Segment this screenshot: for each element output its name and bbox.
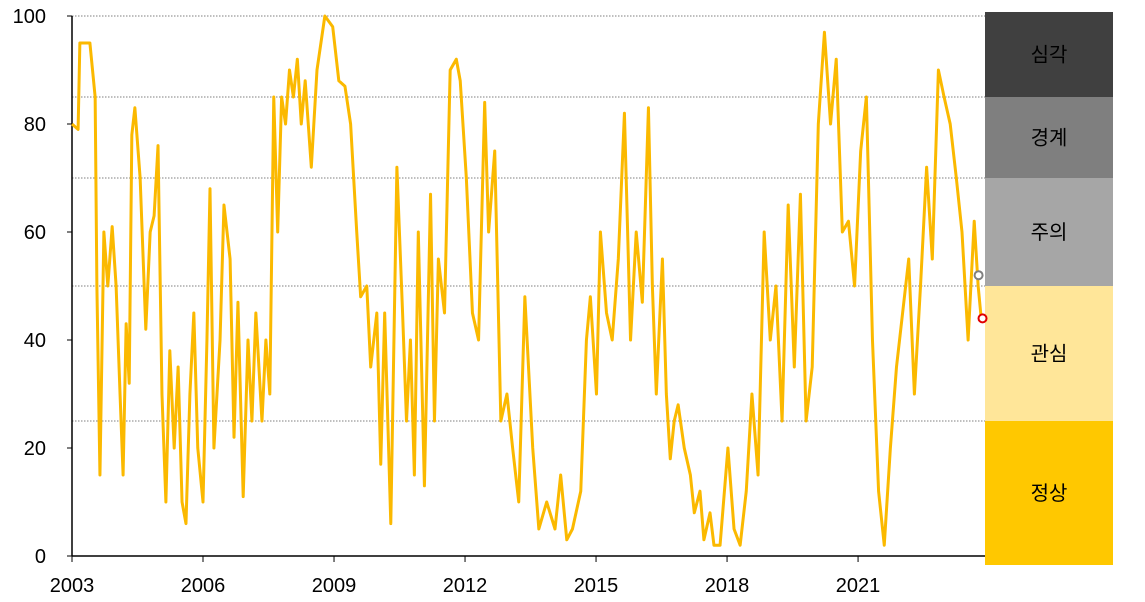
series-line (71, 14, 983, 547)
x-tick-label: 2003 (50, 575, 95, 597)
y-tick-label: 0 (35, 546, 46, 568)
zone-box (985, 178, 1113, 286)
zone-label: 관심 (1031, 343, 1068, 366)
y-tick-label: 80 (24, 114, 46, 136)
x-tick-label: 2012 (443, 575, 488, 597)
x-tick-label: 2006 (181, 575, 226, 597)
x-tick-label: 2018 (705, 575, 750, 597)
x-tick-label: 2009 (312, 575, 357, 597)
zone-label: 정상 (1031, 482, 1068, 505)
zone-box (985, 97, 1113, 178)
y-tick-label: 40 (24, 330, 46, 352)
y-tick-label: 100 (13, 6, 46, 28)
zone-box (985, 286, 1113, 421)
y-tick-label: 20 (24, 438, 46, 460)
x-tick-label: 2021 (836, 575, 881, 597)
end-marker (973, 270, 984, 281)
zone-label: 경계 (1031, 127, 1068, 150)
end-marker (977, 313, 988, 324)
y-tick-label: 60 (24, 222, 46, 244)
zone-box (985, 421, 1113, 565)
x-tick-label: 2015 (574, 575, 619, 597)
zone-label: 심각 (1031, 44, 1068, 67)
zone-box (985, 12, 1113, 97)
zone-label: 주의 (1031, 221, 1068, 244)
